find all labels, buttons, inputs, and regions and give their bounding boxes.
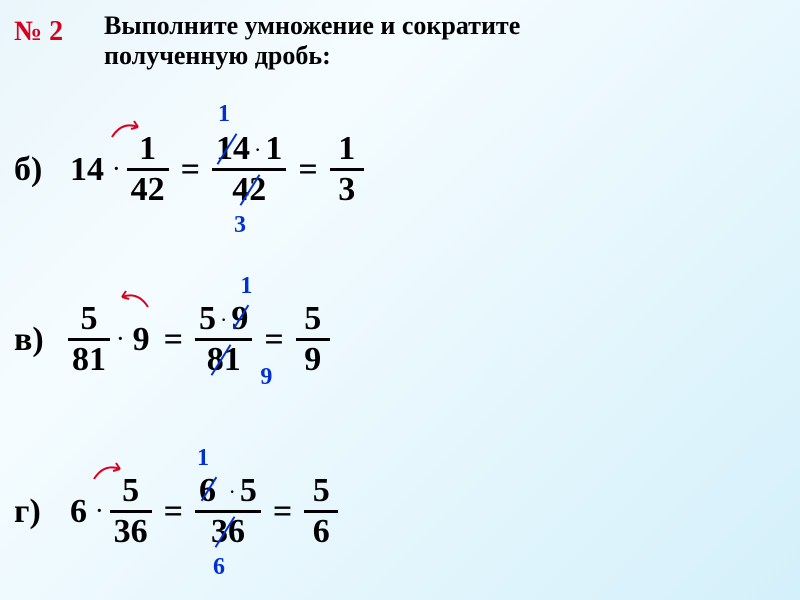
dot-icon: · [216,312,231,329]
g-cancel-bottom: 6 [213,555,225,579]
g-cancel-top: 1 [197,446,209,470]
g-mid-den: 36 [207,513,249,551]
g-res-num: 5 [309,472,334,510]
instruction-line-1: Выполните умножение и сократите [104,11,520,40]
v-mid-num-a: 5 [199,300,216,337]
dot-icon: · [225,484,240,501]
v-res-den: 9 [300,341,325,379]
problem-v: в) 5 81 · 9 = 1 5·9 81 9 = 5 9 [14,300,332,379]
dot-icon: · [91,500,108,523]
dot-icon: · [108,158,125,181]
equals-sign: = [288,151,327,189]
arrow-icon [92,454,122,474]
b-res-den: 3 [334,171,359,209]
instruction-text: Выполните умножение и сократите полученн… [104,11,520,71]
equals-sign: = [154,321,193,359]
b-lhs-fraction: 1 42 [125,130,171,209]
g-mid-num-b: 5 [240,472,257,509]
b-cancel-top: 1 [218,102,230,126]
g-result-fraction: 5 6 [302,472,340,551]
dot-icon: · [250,142,265,159]
v-mid-den: 81 [203,341,245,379]
g-mid-num-a: 6 [199,472,225,509]
problem-b-label: б) [14,151,66,189]
b-mid-den: 42 [228,171,270,209]
cancel-line [201,477,218,502]
b-lhs-den: 42 [127,171,169,209]
b-mid-num: 14·1 [212,130,286,168]
equals-sign: = [171,151,210,189]
v-mid-num: 5·9 [195,300,252,338]
b-mid-num-b: 1 [265,130,282,167]
v-mid-num-b: 9 [231,300,248,337]
v-lhs-den: 81 [68,341,110,379]
cancel-line [210,344,231,376]
g-lhs-fraction: 5 36 [108,472,154,551]
task-number: № 2 [14,16,104,48]
g-res-den: 6 [309,513,334,551]
dot-icon: · [112,328,129,351]
b-mid-fraction: 1 14·1 42 3 [210,130,288,209]
v-cancel-top: 1 [240,274,252,298]
header: № 2 Выполните умножение и сократите полу… [0,10,800,71]
v-res-num: 5 [300,300,325,338]
arrow-icon [118,282,148,302]
g-whole: 6 [66,493,91,531]
equals-sign: = [263,493,302,531]
problem-g-label: г) [14,493,66,531]
b-res-num: 1 [334,130,359,168]
v-mid-fraction: 1 5·9 81 9 [193,300,254,379]
cancel-line [215,516,236,548]
g-lhs-den: 36 [110,513,152,551]
cancel-line [233,305,250,330]
v-cancel-bottom: 9 [260,365,272,389]
v-result-fraction: 5 9 [294,300,332,379]
b-cancel-bottom: 3 [234,213,246,237]
problem-v-label: в) [14,321,66,359]
v-lhs-num: 5 [77,300,102,338]
equals-sign: = [154,493,193,531]
b-result-fraction: 1 3 [328,130,366,209]
cancel-line [240,174,261,206]
v-whole: 9 [129,321,154,359]
problem-g: г) 6 · 5 36 = 1 6 ·5 36 6 = 5 6 [14,472,340,551]
equals-sign: = [254,321,293,359]
g-mid-fraction: 1 6 ·5 36 6 [193,472,263,551]
b-whole: 14 [66,151,108,189]
instruction-line-2: полученную дробь: [104,41,331,70]
arrow-icon [110,112,140,132]
problem-b: б) 14 · 1 42 = 1 14·1 42 3 = 1 3 [14,130,366,209]
v-lhs-fraction: 5 81 [66,300,112,379]
g-mid-num: 6 ·5 [195,472,261,510]
